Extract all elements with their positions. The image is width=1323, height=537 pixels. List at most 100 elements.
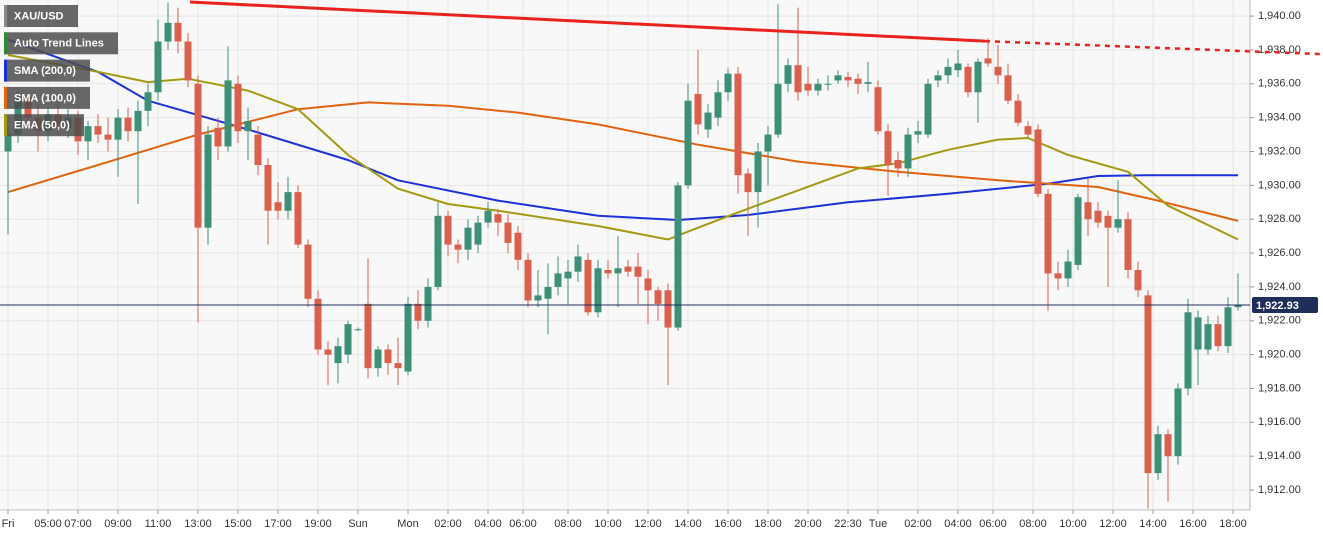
legend-box — [4, 59, 90, 82]
legend-box — [4, 32, 118, 55]
candle-body — [564, 271, 572, 279]
candle-body — [294, 192, 302, 245]
candle-body — [514, 232, 522, 260]
x-tick-label: Mon — [397, 518, 418, 530]
trend-line — [189, 0, 986, 43]
candle-body — [844, 77, 852, 81]
candle-body — [194, 83, 202, 228]
candle-body — [524, 259, 532, 301]
candle-body — [304, 244, 312, 299]
candle-body — [504, 222, 512, 243]
candle-body — [244, 121, 252, 132]
candle-body — [884, 131, 892, 166]
x-tick-label: 05:00 — [34, 518, 62, 530]
candle-body — [834, 75, 842, 81]
candle-body — [384, 349, 392, 364]
candle-body — [1084, 202, 1092, 220]
candle-body — [104, 134, 112, 140]
candle-body — [184, 41, 192, 81]
candle-body — [534, 295, 542, 301]
x-tick-label: 17:00 — [264, 518, 292, 530]
candle-body — [664, 290, 672, 328]
x-tick-label: 12:00 — [1099, 518, 1127, 530]
candle-body — [374, 349, 382, 369]
candle-body — [764, 134, 772, 152]
y-tick-label: 1,932.00 — [1258, 145, 1301, 157]
candle-body — [804, 83, 812, 91]
legend-label: SMA (100,0) — [14, 92, 76, 104]
last-price-box — [1252, 297, 1318, 314]
candle-body — [1184, 312, 1192, 389]
candle-body — [894, 159, 902, 169]
candle-body — [1234, 305, 1242, 308]
candle-body — [874, 87, 882, 132]
candle-body — [154, 41, 162, 93]
y-tick-label: 1,926.00 — [1258, 247, 1301, 259]
x-tick-label: 09:00 — [104, 518, 132, 530]
candle-body — [284, 192, 292, 211]
candle-body — [934, 75, 942, 81]
candle-body — [944, 66, 952, 76]
candle-body — [114, 117, 122, 140]
candle-body — [144, 92, 152, 111]
candle-body — [1014, 100, 1022, 123]
candle-body — [1214, 324, 1222, 347]
x-tick-label: 04:00 — [474, 518, 502, 530]
legend-label: XAU/USD — [14, 10, 64, 22]
candle-body — [1174, 388, 1182, 457]
candle-body — [134, 110, 142, 132]
candle-body — [584, 259, 592, 313]
candle-body — [404, 303, 412, 372]
x-tick-label: 10:00 — [594, 518, 622, 530]
candle-body — [914, 131, 922, 135]
legend-box — [4, 114, 84, 137]
candle-body — [274, 202, 282, 211]
x-tick-label: 13:00 — [184, 518, 212, 530]
x-tick-label: 06:00 — [509, 518, 537, 530]
candle-body — [314, 298, 322, 350]
y-tick-label: 1,922.00 — [1258, 315, 1301, 327]
candle-body — [724, 73, 732, 93]
x-tick-label: 18:00 — [1219, 518, 1247, 530]
candle-body — [924, 83, 932, 135]
x-tick-label: 08:00 — [554, 518, 582, 530]
x-tick-label: 02:00 — [434, 518, 462, 530]
y-tick-label: 1,920.00 — [1258, 349, 1301, 361]
x-tick-label: 18:00 — [754, 518, 782, 530]
candle-body — [1194, 317, 1202, 350]
candle-body — [1074, 197, 1082, 265]
candle-body — [904, 134, 912, 169]
candle-body — [754, 151, 762, 193]
x-tick-label: 22:30 — [834, 518, 862, 530]
candle-body — [814, 83, 822, 91]
x-tick-label: Tue — [869, 518, 888, 530]
candle-body — [1144, 295, 1152, 474]
candle-body — [444, 215, 452, 245]
candles — [4, 2, 1242, 509]
candle-body — [624, 266, 632, 272]
candle-body — [614, 268, 622, 274]
candle-body — [1164, 434, 1172, 457]
candle-body — [354, 329, 362, 331]
candle-body — [734, 73, 742, 176]
y-tick-label: 1,940.00 — [1258, 10, 1301, 22]
x-tick-label: 12:00 — [634, 518, 662, 530]
candle-body — [484, 210, 492, 223]
candle-body — [264, 165, 272, 211]
candle-body — [984, 58, 992, 64]
candle-body — [94, 126, 102, 135]
candle-body — [644, 278, 652, 291]
candle-body — [234, 83, 242, 132]
candle-body — [1104, 215, 1112, 228]
candle-body — [124, 117, 132, 132]
x-tick-label: 07:00 — [64, 518, 92, 530]
candle-body — [704, 112, 712, 130]
legend-swatch — [4, 114, 7, 137]
candle-body — [554, 273, 562, 287]
x-tick-label: 04:00 — [944, 518, 972, 530]
candle-body — [694, 93, 702, 125]
y-tick-label: 1,934.00 — [1258, 112, 1301, 124]
candle-body — [344, 324, 352, 355]
x-tick-label: 16:00 — [714, 518, 742, 530]
